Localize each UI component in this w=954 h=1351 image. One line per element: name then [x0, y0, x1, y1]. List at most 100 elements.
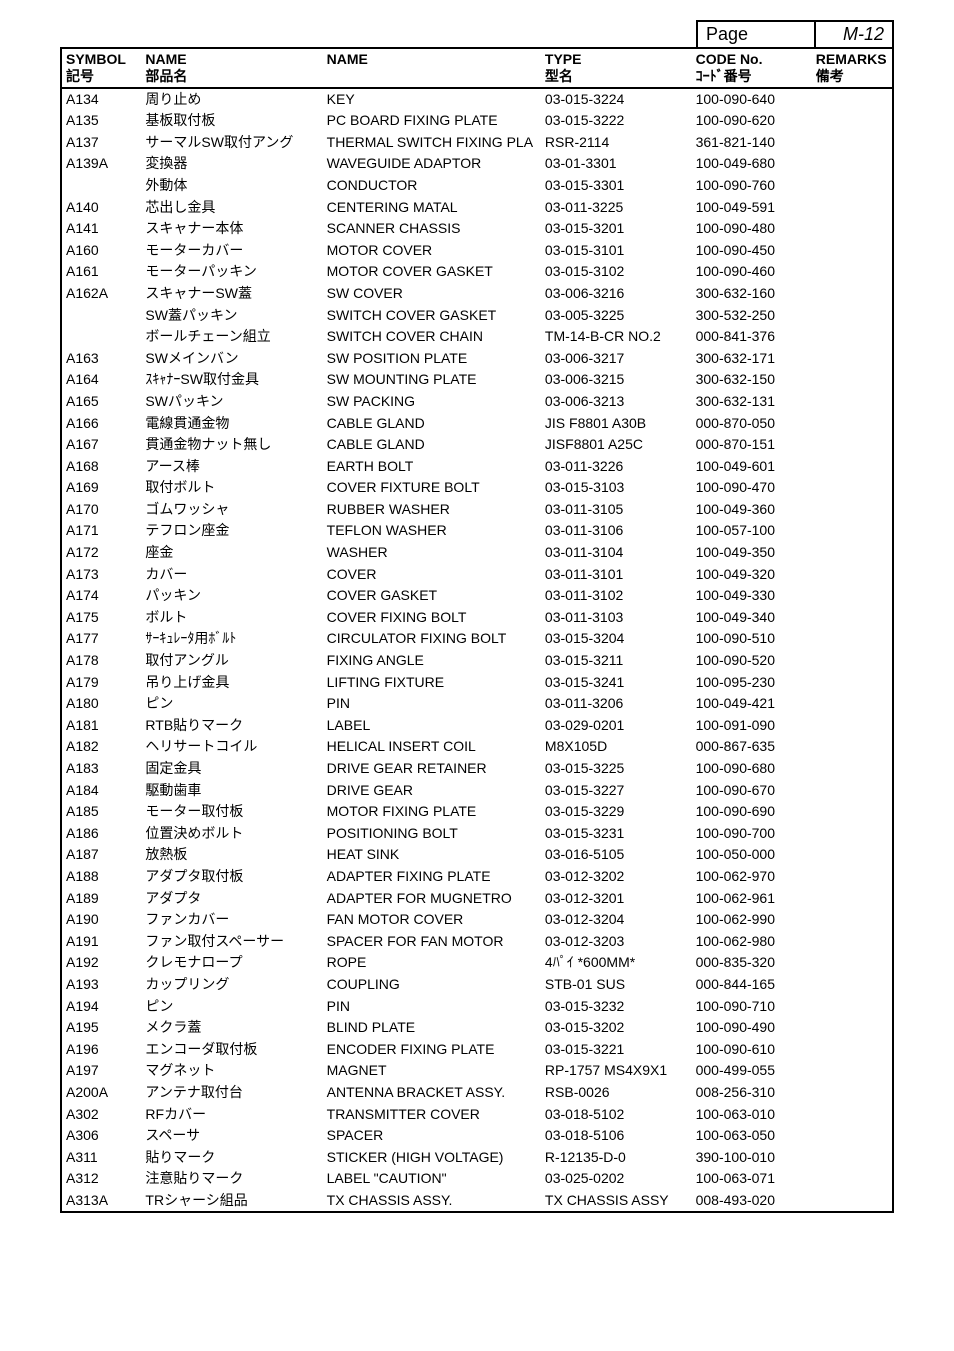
table-row: ボールチェーン組立SWITCH COVER CHAINTM-14-B-CR NO…: [62, 326, 892, 348]
cell-symbol: A160: [62, 240, 141, 262]
cell-type: 03-015-3231: [541, 823, 692, 845]
cell-type: 03-029-0201: [541, 715, 692, 737]
cell-remarks: [812, 1168, 892, 1190]
table-row: A171テフロン座金TEFLON WASHER03-011-3106100-05…: [62, 520, 892, 542]
header-symbol: SYMBOL 記号: [62, 49, 141, 88]
cell-code: 100-049-350: [692, 542, 812, 564]
table-row: A174パッキンCOVER GASKET03-011-3102100-049-3…: [62, 585, 892, 607]
cell-name_jp: ピン: [141, 693, 322, 715]
cell-name_en: HELICAL INSERT COIL: [323, 736, 541, 758]
cell-name_en: ANTENNA BRACKET ASSY.: [323, 1082, 541, 1104]
cell-symbol: A161: [62, 261, 141, 283]
table-row: A190ファンカバーFAN MOTOR COVER03-012-3204100-…: [62, 909, 892, 931]
table-row: A135基板取付板PC BOARD FIXING PLATE03-015-322…: [62, 110, 892, 132]
cell-name_jp: モーターカバー: [141, 240, 322, 262]
cell-name_jp: モーターパッキン: [141, 261, 322, 283]
cell-type: TM-14-B-CR NO.2: [541, 326, 692, 348]
cell-remarks: [812, 88, 892, 111]
cell-name_en: LIFTING FIXTURE: [323, 672, 541, 694]
cell-name_en: SW MOUNTING PLATE: [323, 369, 541, 391]
cell-name_jp: 吊り上げ金具: [141, 672, 322, 694]
cell-name_en: COVER GASKET: [323, 585, 541, 607]
cell-symbol: A200A: [62, 1082, 141, 1104]
cell-remarks: [812, 326, 892, 348]
cell-remarks: [812, 520, 892, 542]
cell-type: 03-015-3241: [541, 672, 692, 694]
cell-remarks: [812, 1190, 892, 1212]
header-name-jp-sub: 部品名: [145, 68, 318, 85]
cell-symbol: A181: [62, 715, 141, 737]
table-row: A183固定金具DRIVE GEAR RETAINER03-015-322510…: [62, 758, 892, 780]
cell-name_jp: ｽｷｬﾅｰSW取付金具: [141, 369, 322, 391]
table-wrap: SYMBOL 記号 NAME 部品名 NAME TYPE 型名: [60, 49, 894, 1213]
cell-name_jp: スキャナーSW蓋: [141, 283, 322, 305]
cell-type: 03-006-3217: [541, 348, 692, 370]
cell-symbol: A162A: [62, 283, 141, 305]
cell-name_jp: 貼りマーク: [141, 1147, 322, 1169]
cell-remarks: [812, 110, 892, 132]
cell-symbol: [62, 175, 141, 197]
table-body: A134周り止めKEY03-015-3224100-090-640A135基板取…: [62, 88, 892, 1212]
cell-name_en: COVER FIXING BOLT: [323, 607, 541, 629]
cell-code: 100-090-460: [692, 261, 812, 283]
cell-remarks: [812, 1147, 892, 1169]
cell-code: 390-100-010: [692, 1147, 812, 1169]
cell-name_en: THERMAL SWITCH FIXING PLA: [323, 132, 541, 154]
cell-symbol: A312: [62, 1168, 141, 1190]
table-row: SW蓋パッキンSWITCH COVER GASKET03-005-3225300…: [62, 305, 892, 327]
cell-remarks: [812, 1082, 892, 1104]
cell-code: 100-090-670: [692, 780, 812, 802]
cell-remarks: [812, 456, 892, 478]
cell-name_jp: SWメインバン: [141, 348, 322, 370]
cell-code: 100-049-340: [692, 607, 812, 629]
cell-remarks: [812, 823, 892, 845]
cell-type: 03-015-3101: [541, 240, 692, 262]
cell-name_jp: 座金: [141, 542, 322, 564]
cell-name_jp: 取付アングル: [141, 650, 322, 672]
table-row: A166電線貫通金物CABLE GLANDJIS F8801 A30B000-8…: [62, 413, 892, 435]
table-row: A188アダプタ取付板ADAPTER FIXING PLATE03-012-32…: [62, 866, 892, 888]
cell-name_jp: 位置決めボルト: [141, 823, 322, 845]
cell-symbol: A178: [62, 650, 141, 672]
cell-code: 100-062-980: [692, 931, 812, 953]
cell-symbol: A137: [62, 132, 141, 154]
cell-remarks: [812, 132, 892, 154]
cell-symbol: A135: [62, 110, 141, 132]
header-name-en: NAME: [323, 49, 541, 88]
cell-name_jp: 基板取付板: [141, 110, 322, 132]
table-row: A192クレモナロープROPE4ﾊﾟｲ *600MM*000-835-320: [62, 952, 892, 974]
cell-name_en: DRIVE GEAR RETAINER: [323, 758, 541, 780]
cell-code: 300-632-131: [692, 391, 812, 413]
cell-type: 03-015-3222: [541, 110, 692, 132]
cell-name_en: TX CHASSIS ASSY.: [323, 1190, 541, 1212]
cell-remarks: [812, 153, 892, 175]
cell-symbol: A186: [62, 823, 141, 845]
header-remarks-jp: 備考: [816, 68, 888, 85]
cell-code: 100-091-090: [692, 715, 812, 737]
cell-code: 000-870-151: [692, 434, 812, 456]
cell-type: 03-011-3104: [541, 542, 692, 564]
cell-name_jp: ファンカバー: [141, 909, 322, 931]
cell-name_en: LABEL: [323, 715, 541, 737]
cell-type: 03-015-3102: [541, 261, 692, 283]
cell-name_jp: アダプタ取付板: [141, 866, 322, 888]
cell-code: 100-063-071: [692, 1168, 812, 1190]
cell-type: R-12135-D-0: [541, 1147, 692, 1169]
cell-remarks: [812, 197, 892, 219]
cell-name_jp: 周り止め: [141, 88, 322, 111]
cell-type: 03-011-3106: [541, 520, 692, 542]
cell-symbol: A167: [62, 434, 141, 456]
cell-code: 100-062-970: [692, 866, 812, 888]
cell-name_jp: SWパッキン: [141, 391, 322, 413]
table-row: A170ゴムワッシャRUBBER WASHER03-011-3105100-04…: [62, 499, 892, 521]
cell-symbol: A172: [62, 542, 141, 564]
cell-name_en: LABEL "CAUTION": [323, 1168, 541, 1190]
cell-name_jp: ゴムワッシャ: [141, 499, 322, 521]
table-row: A182ヘリサートコイルHELICAL INSERT COILM8X105D00…: [62, 736, 892, 758]
page-label-box: Page: [696, 20, 816, 47]
cell-name_jp: ボルト: [141, 607, 322, 629]
cell-type: 03-011-3206: [541, 693, 692, 715]
table-row: A185モーター取付板MOTOR FIXING PLATE03-015-3229…: [62, 801, 892, 823]
cell-type: 03-015-3202: [541, 1017, 692, 1039]
cell-code: 300-632-150: [692, 369, 812, 391]
